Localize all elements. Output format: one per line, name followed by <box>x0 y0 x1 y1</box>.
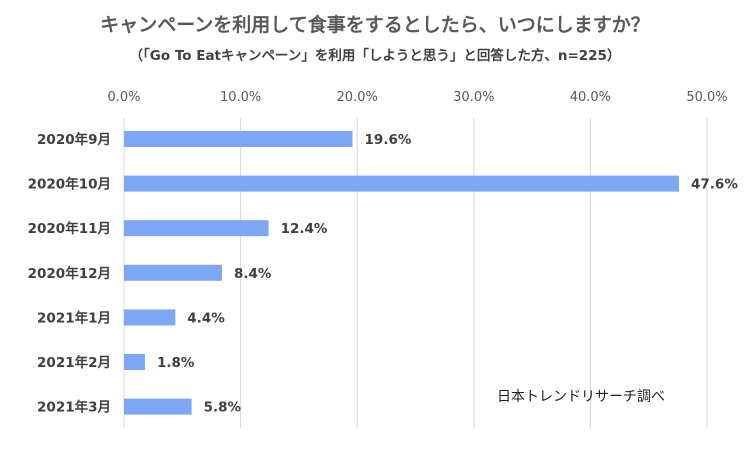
category-label: 2020年11月 <box>28 220 111 237</box>
data-label: 47.6% <box>691 177 738 193</box>
bar <box>124 354 145 370</box>
x-tick-label: 10.0% <box>220 90 261 105</box>
data-label: 8.4% <box>234 266 272 282</box>
bar <box>124 398 192 415</box>
category-label: 2021年3月 <box>37 399 111 416</box>
bar <box>124 175 680 192</box>
x-axis-ticks: 0.0% 10.0% 20.0% 30.0% 40.0% 50.0% <box>107 90 727 105</box>
source-note: 日本トレンドリサーチ調べ <box>497 389 665 405</box>
data-labels: 19.6% 47.6% 12.4% 8.4% 4.4% 1.8% 5.8% <box>157 132 738 416</box>
data-label: 4.4% <box>187 310 225 326</box>
x-tick-label: 0.0% <box>107 90 140 105</box>
bars <box>124 131 680 415</box>
x-tick-label: 50.0% <box>686 90 727 105</box>
bar <box>124 264 222 281</box>
category-label: 2020年9月 <box>37 131 111 148</box>
category-label: 2021年2月 <box>37 354 111 371</box>
data-label: 5.8% <box>204 400 242 416</box>
x-tick-label: 20.0% <box>337 90 378 105</box>
bar <box>124 220 269 237</box>
category-label: 2020年12月 <box>28 265 111 282</box>
x-tick-label: 30.0% <box>453 90 494 105</box>
data-label: 1.8% <box>157 355 195 371</box>
category-labels: 2020年9月 2020年10月 2020年11月 2020年12月 2021年1月 20… <box>28 131 111 416</box>
chart-subtitle: （「Go To Eatキャンペーン」を利用「しようと思う」と回答した方、n=22… <box>129 48 621 64</box>
bar <box>124 131 353 147</box>
x-tick-label: 40.0% <box>570 90 611 105</box>
category-label: 2020年10月 <box>28 176 111 193</box>
data-label: 12.4% <box>281 221 328 237</box>
chart-title: キャンペーンを利用して食事をするとしたら、いつにしますか？ <box>100 14 650 36</box>
category-label: 2021年1月 <box>37 309 111 326</box>
bar <box>124 309 176 326</box>
data-label: 19.6% <box>365 132 412 148</box>
